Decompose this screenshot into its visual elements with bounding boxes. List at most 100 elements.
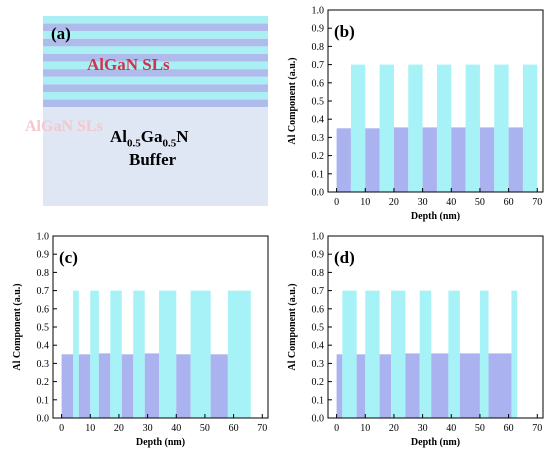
buffer-composition-label: Al0.5Ga0.5N: [110, 127, 189, 149]
y-tick-label: 0.7: [312, 60, 325, 71]
y-tick-label: 0.1: [312, 395, 325, 406]
buffer-n: N: [176, 127, 189, 146]
y-tick-label: 0.7: [312, 286, 325, 297]
y-tick-label: 0.3: [37, 359, 50, 370]
x-tick-label: 30: [418, 423, 428, 434]
y-tick-label: 0.2: [312, 377, 325, 388]
well-layer-bar: [336, 128, 351, 192]
well-layer-bar: [479, 127, 495, 192]
x-tick-label: 50: [475, 197, 485, 208]
well-layer-bar: [121, 354, 134, 418]
well-layer-bar: [61, 354, 74, 418]
barrier-layer-bar: [133, 290, 145, 418]
x-tick-label: 30: [418, 197, 428, 208]
x-tick-label: 70: [532, 197, 542, 208]
superlattice-stripe: [43, 38, 268, 47]
barrier-layer-bar: [391, 290, 406, 418]
well-layer-bar: [98, 353, 111, 418]
well-layer-bar: [405, 353, 420, 418]
barrier-layer-bar: [90, 290, 99, 418]
well-layer-bar: [459, 353, 480, 418]
schematic-stripes: [43, 16, 268, 206]
well-layer-bar: [488, 353, 512, 418]
x-tick-label: 10: [85, 423, 95, 434]
superlattice-stripe: [43, 84, 268, 92]
x-tick-label: 0: [59, 423, 64, 434]
buffer-layer: [43, 107, 268, 206]
panel-label: (d): [334, 248, 355, 267]
y-tick-label: 0.5: [312, 97, 325, 108]
y-tick-label: 0.5: [312, 323, 325, 334]
y-tick-label: 1.0: [312, 6, 325, 17]
x-tick-label: 50: [475, 423, 485, 434]
barrier-layer-bar: [419, 290, 432, 418]
y-tick-label: 0.4: [312, 115, 325, 126]
barrier-layer-bar: [159, 290, 177, 418]
y-tick-label: 0.0: [37, 414, 50, 425]
y-tick-label: 0.8: [312, 42, 325, 53]
y-tick-label: 0.1: [37, 395, 50, 406]
chart-panel-c: 0.0 0.1 0.2 0.3 0.4 0.5 0.6 0.7 0.8 0.9 1.0 0 10 20 30…: [12, 232, 269, 448]
x-tick-label: 60: [504, 423, 514, 434]
panel-label: (b): [334, 22, 355, 41]
y-tick-label: 0.9: [312, 250, 325, 261]
well-layer-bar: [422, 127, 437, 192]
panel-label: (c): [59, 248, 78, 267]
x-tick-label: 60: [229, 423, 239, 434]
chart-panel-b: 0.0 0.1 0.2 0.3 0.4 0.5 0.6 0.7 0.8 0.9 1.0 0 10 20 30…: [287, 6, 544, 222]
y-tick-label: 0.2: [312, 151, 325, 162]
superlattice-stripe: [43, 76, 268, 85]
superlattice-stripe: [43, 16, 268, 24]
superlattice-stripe: [43, 61, 268, 70]
y-tick-label: 0.2: [37, 377, 50, 388]
y-tick-label: 0.9: [37, 250, 50, 261]
y-tick-label: 1.0: [37, 232, 50, 243]
x-tick-label: 30: [143, 423, 153, 434]
x-tick-label: 20: [114, 423, 124, 434]
x-tick-label: 0: [334, 423, 339, 434]
well-layer-bar: [508, 127, 523, 192]
x-tick-label: 40: [446, 197, 456, 208]
buffer-ga-fraction: 0.5: [162, 137, 177, 150]
barrier-layer-bar: [190, 290, 211, 418]
superlattice-label: AlGaN SLs: [87, 55, 170, 74]
y-tick-label: 0.8: [312, 268, 325, 279]
well-layer-bar: [144, 353, 160, 418]
y-tick-label: 0.9: [312, 24, 325, 35]
superlattice-stripe: [43, 69, 268, 77]
y-tick-label: 1.0: [312, 232, 325, 243]
superlattice-stripe: [43, 54, 268, 62]
y-tick-label: 0.0: [312, 188, 325, 199]
x-tick-label: 10: [360, 197, 370, 208]
barrier-layer-bar: [436, 64, 452, 192]
y-tick-label: 0.5: [37, 323, 50, 334]
x-tick-label: 70: [532, 423, 542, 434]
y-tick-label: 0.3: [312, 133, 325, 144]
well-layer-bar: [210, 354, 228, 418]
barrier-layer-bar: [350, 64, 366, 192]
x-axis-label: Depth (nm): [136, 437, 185, 448]
y-tick-label: 0.7: [37, 286, 50, 297]
superlattice-stripe: [43, 92, 268, 100]
barrier-layer-bar: [511, 290, 518, 418]
x-tick-label: 40: [446, 423, 456, 434]
barrier-layer-bar: [465, 64, 480, 192]
well-layer-bar: [365, 128, 380, 192]
well-layer-bar: [176, 354, 191, 418]
well-layer-bar: [379, 354, 392, 418]
y-tick-label: 0.6: [312, 78, 325, 89]
well-layer-bar: [393, 127, 409, 192]
ghost-superlattice-label: AlGaN SLs: [25, 118, 103, 135]
y-tick-label: 0.3: [312, 359, 325, 370]
y-tick-label: 0.4: [37, 341, 50, 352]
well-layer-bar: [431, 353, 449, 418]
x-tick-label: 70: [257, 423, 267, 434]
superlattice-stripe: [43, 23, 268, 32]
x-axis-label: Depth (nm): [411, 437, 460, 448]
buffer-al-fraction: 0.5: [127, 137, 141, 150]
superlattice-stripe: [43, 31, 268, 39]
barrier-layer-bar: [365, 290, 380, 418]
barrier-layer-bar: [110, 290, 122, 418]
barrier-layer-bar: [479, 290, 489, 418]
